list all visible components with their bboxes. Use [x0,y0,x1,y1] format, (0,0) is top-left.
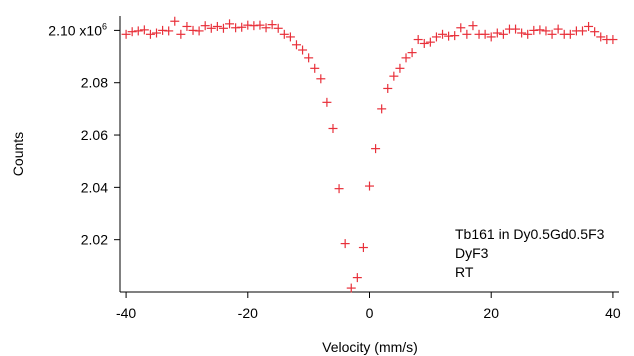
data-point [498,29,508,39]
x-tick-label: 0 [366,305,374,321]
data-point [419,38,429,48]
data-points [121,16,618,293]
data-point [261,23,271,33]
data-point [401,53,411,63]
data-point [371,144,381,154]
data-point [468,21,478,31]
x-tick-label: 40 [605,305,621,321]
data-point [535,25,545,35]
data-point [365,181,374,191]
y-tick-label: 2.10 x10 [48,22,102,38]
y-tick-label: 2.06 [81,127,108,143]
x-axis-label: Velocity (mm/s) [322,339,418,355]
data-point [486,32,496,42]
data-point [170,16,180,26]
data-point [523,29,533,39]
data-point [152,28,162,38]
data-point [310,63,320,73]
annotation-source: DyF3 [455,245,489,261]
data-point [511,24,521,34]
y-axis-label: Counts [10,132,26,176]
y-axis-ticks: 2.02 2.04 2.06 2.08 2.10 x10 6 [48,21,120,248]
data-point [596,32,606,42]
x-axis-ticks: -40 -20 0 20 40 [116,292,621,321]
axes [119,16,619,293]
x-tick-label: 20 [483,305,499,321]
data-point [553,24,563,34]
annotation-sample: Tb161 in Dy0.5Gd0.5F3 [455,226,605,242]
data-point [206,23,216,33]
data-point [121,29,131,39]
y-tick-label: 2.02 [81,232,108,248]
data-point [407,48,417,58]
data-point [334,184,344,194]
data-point [590,27,600,37]
y-tick-label: 2.08 [81,75,108,91]
data-point [565,29,575,39]
data-point [413,35,423,45]
data-point [285,32,295,42]
data-point [352,273,362,283]
annotation-block: Tb161 in Dy0.5Gd0.5F3 DyF3 RT [455,226,605,280]
data-point [218,23,228,33]
data-point [255,20,265,30]
data-point [200,21,210,31]
data-point [291,40,301,50]
data-point [577,26,587,36]
data-point [133,26,143,36]
data-point [145,29,155,39]
data-point [425,37,435,47]
x-tick-label: -20 [238,305,258,321]
data-point [127,27,137,37]
data-point [358,243,368,253]
data-point [182,21,192,31]
data-point [346,283,356,293]
data-point [584,21,594,31]
data-point [273,23,283,33]
data-point [377,104,387,114]
data-point [212,21,222,31]
data-point [547,29,557,39]
data-point [139,25,149,35]
data-point [492,28,502,38]
data-point [383,83,393,93]
data-point [389,71,399,81]
data-point [395,63,405,73]
data-point [164,26,174,36]
data-point [340,239,350,249]
data-point [450,31,460,41]
data-point [517,28,527,38]
data-point [462,29,472,39]
data-point [431,32,441,42]
data-point [456,23,466,33]
data-point [316,74,326,84]
x-tick-label: -40 [116,305,136,321]
data-point [328,123,338,133]
data-point [279,29,289,39]
data-point [194,26,204,36]
data-point [304,53,314,63]
data-point [322,97,332,107]
data-point [298,45,308,55]
data-point [608,35,618,45]
data-point [225,19,235,29]
data-point [480,29,490,39]
annotation-temperature: RT [455,264,474,280]
data-point [541,26,551,36]
data-point [438,29,448,39]
y-tick-label: 2.04 [81,179,108,195]
data-point [267,20,277,30]
data-point [237,22,247,32]
y-multiplier-exponent: 6 [102,21,107,31]
data-point [176,29,186,39]
